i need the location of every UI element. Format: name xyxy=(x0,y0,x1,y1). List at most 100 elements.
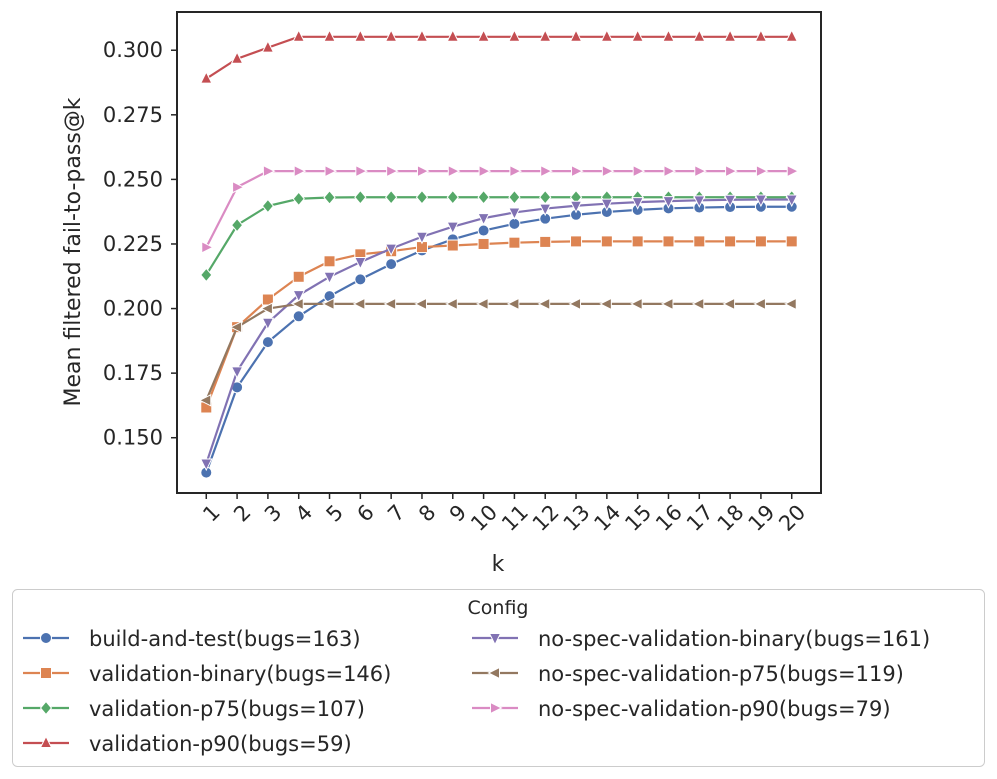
data-point xyxy=(487,666,500,680)
data-point xyxy=(506,297,520,311)
data-point xyxy=(508,207,521,221)
legend-label: no-spec-validation-p90(bugs=79) xyxy=(538,697,891,721)
data-point xyxy=(232,180,245,194)
data-point xyxy=(324,164,338,178)
data-point xyxy=(261,40,275,53)
x-tick-label: 6 xyxy=(352,500,378,526)
data-point xyxy=(447,164,461,178)
x-tick-label: 20 xyxy=(774,500,810,536)
data-point xyxy=(477,224,490,237)
data-point xyxy=(446,29,460,42)
data-point xyxy=(723,194,737,208)
data-point xyxy=(754,29,768,42)
data-point xyxy=(261,336,274,349)
y-tick-label: 0.200 xyxy=(103,297,163,321)
data-point xyxy=(724,235,737,248)
data-point xyxy=(538,203,552,217)
data-point xyxy=(198,393,212,407)
data-point xyxy=(601,164,615,178)
data-point xyxy=(200,267,213,283)
data-point xyxy=(755,164,769,178)
data-point xyxy=(630,297,643,311)
data-point xyxy=(571,164,584,178)
data-point xyxy=(384,29,398,42)
legend-item: validation-p75(bugs=107) xyxy=(23,697,365,721)
data-point xyxy=(569,29,583,42)
data-point xyxy=(631,235,644,248)
plot-area xyxy=(176,11,822,494)
data-point xyxy=(662,29,675,42)
data-point xyxy=(478,164,492,178)
data-point xyxy=(293,164,307,178)
series-layer xyxy=(198,29,800,479)
data-point xyxy=(40,667,52,679)
data-point xyxy=(415,231,429,245)
data-point xyxy=(445,297,458,311)
series-5 xyxy=(198,297,797,407)
data-point xyxy=(538,29,552,42)
data-point xyxy=(262,164,276,178)
data-point xyxy=(416,164,430,178)
x-tick-label: 4 xyxy=(291,500,317,526)
data-point xyxy=(355,164,368,178)
data-point xyxy=(662,235,675,248)
legend-item: no-spec-validation-p90(bugs=79) xyxy=(472,697,891,721)
data-point xyxy=(446,239,459,252)
data-point xyxy=(414,297,427,311)
data-point xyxy=(490,701,503,715)
data-point xyxy=(508,189,521,205)
legend-item: validation-p90(bugs=59) xyxy=(23,732,352,756)
y-tick-label: 0.250 xyxy=(103,167,163,191)
data-point xyxy=(415,29,429,42)
x-tick-label: 7 xyxy=(383,500,409,526)
data-point xyxy=(230,217,244,233)
data-point xyxy=(754,194,768,208)
data-point xyxy=(477,29,490,42)
data-point xyxy=(693,235,706,248)
data-point xyxy=(39,735,53,748)
data-point xyxy=(201,241,214,254)
x-tick-label: 2 xyxy=(229,500,255,526)
y-axis: 0.150 0.175 0.200 0.225 0.250 0.275 0.300 xyxy=(103,38,177,450)
data-point xyxy=(384,189,398,205)
data-point xyxy=(292,191,305,207)
legend-item: validation-binary(bugs=146) xyxy=(23,662,391,686)
data-point xyxy=(570,235,583,248)
data-point xyxy=(354,273,367,286)
data-point xyxy=(784,297,797,311)
data-point xyxy=(477,213,490,226)
data-point xyxy=(352,297,366,311)
data-point xyxy=(199,71,213,84)
series-4 xyxy=(199,194,799,472)
data-point xyxy=(415,189,429,205)
data-point xyxy=(600,235,613,248)
x-tick-label: 9 xyxy=(445,500,471,526)
data-point xyxy=(384,243,398,257)
y-tick-label: 0.275 xyxy=(103,103,163,127)
legend-label: no-spec-validation-binary(bugs=161) xyxy=(538,627,930,651)
data-point xyxy=(540,164,553,178)
legend-label: validation-p90(bugs=59) xyxy=(89,732,352,756)
data-point xyxy=(537,297,551,311)
data-point xyxy=(354,189,367,205)
data-point xyxy=(323,271,336,285)
data-point xyxy=(509,164,523,178)
legend-label: validation-binary(bugs=146) xyxy=(89,662,391,686)
data-point xyxy=(722,297,736,311)
data-point xyxy=(599,297,612,311)
data-point xyxy=(199,458,213,472)
data-point xyxy=(600,198,614,212)
data-point xyxy=(694,164,707,178)
data-point xyxy=(354,29,367,42)
data-point xyxy=(292,29,306,42)
data-point xyxy=(321,297,335,311)
data-point xyxy=(600,29,614,42)
y-tick-label: 0.175 xyxy=(103,361,163,385)
data-point xyxy=(539,235,552,248)
x-tick-label: 5 xyxy=(322,500,348,526)
y-axis-label: Mean filtered fail-to-pass@k xyxy=(61,97,86,406)
data-point xyxy=(383,297,397,311)
data-point xyxy=(753,297,766,311)
data-point xyxy=(230,51,244,64)
